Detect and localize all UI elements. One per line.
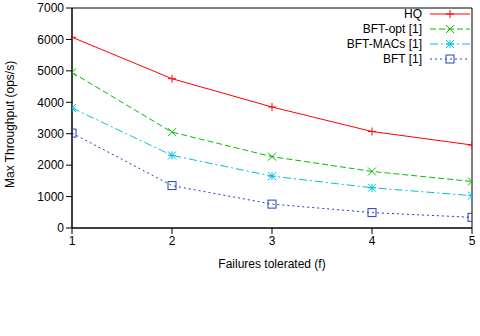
svg-text:5000: 5000 bbox=[37, 64, 64, 78]
html-text:BFT-MACs [1]: BFT-MACs [1] bbox=[346, 36, 422, 51]
svg-text:4000: 4000 bbox=[37, 96, 64, 110]
svg-text:0: 0 bbox=[57, 221, 64, 235]
svg-text:2000: 2000 bbox=[37, 158, 64, 172]
svg-text:3: 3 bbox=[269, 234, 276, 248]
html-text:BFT [1]: BFT [1] bbox=[382, 51, 422, 66]
svg-text:4: 4 bbox=[369, 234, 376, 248]
svg-text:7000: 7000 bbox=[37, 1, 64, 15]
svg-text:3000: 3000 bbox=[37, 127, 64, 141]
svg-text:6000: 6000 bbox=[37, 33, 64, 47]
svg-text:Max Throughput (ops/s): Max Throughput (ops/s) bbox=[8, 61, 17, 188]
svg-text:Failures tolerated (f): Failures tolerated (f) bbox=[218, 257, 325, 271]
svg-text:2: 2 bbox=[169, 234, 176, 248]
svg-text:1000: 1000 bbox=[37, 190, 64, 204]
svg-text:5: 5 bbox=[469, 234, 472, 248]
html-text:HQ: HQ bbox=[404, 6, 422, 21]
svg-text:1: 1 bbox=[69, 234, 76, 248]
html-text:BFT-opt [1]: BFT-opt [1] bbox=[362, 21, 422, 36]
